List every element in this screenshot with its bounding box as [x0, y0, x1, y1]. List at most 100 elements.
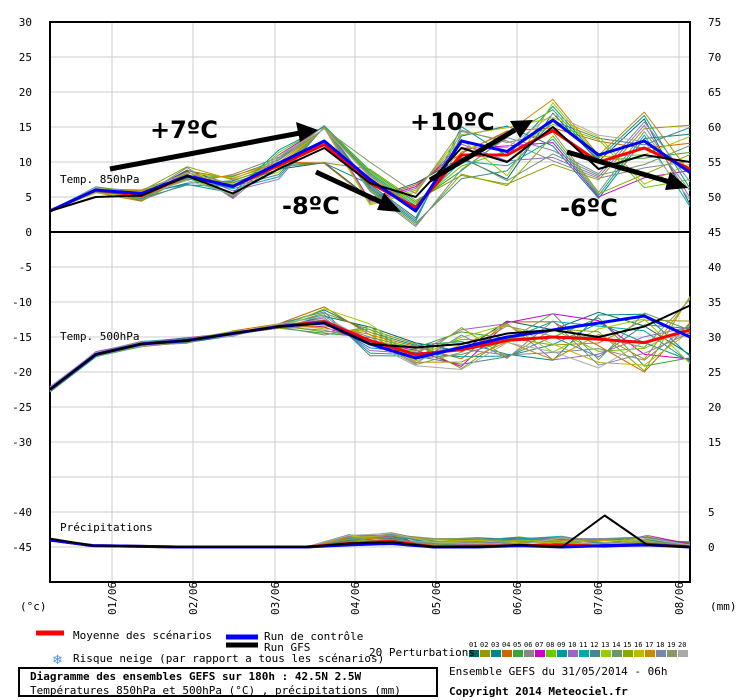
- tick-label: -15: [12, 331, 32, 344]
- x-tick-label: 04/06: [349, 582, 362, 615]
- tick-label: 10: [19, 156, 32, 169]
- legend-gfs-label: Run GFS: [264, 641, 311, 654]
- tick-label: 20: [708, 401, 721, 414]
- perturbation-swatch: [612, 650, 622, 657]
- x-tick-label: 08/06: [673, 582, 686, 615]
- tick-label: -10: [12, 296, 32, 309]
- perturbation-id: 17: [645, 641, 653, 649]
- perturbation-swatch: [535, 650, 545, 657]
- tick-label: 0: [25, 226, 32, 239]
- chart-title: Diagramme des ensembles GEFS sur 180h : …: [30, 670, 362, 683]
- unit-left: (°c): [20, 600, 47, 613]
- perturbation-swatch: [579, 650, 589, 657]
- perturbation-swatch: [524, 650, 534, 657]
- annotation-arrows: [109, 120, 688, 212]
- perturbation-legend: 01 02 03 04 05 06 07 08 09 10 11 12 13 14 15 16 17 18 19 20: [469, 641, 688, 657]
- tick-label: 45: [708, 226, 721, 239]
- tick-label: 5: [708, 506, 715, 519]
- perturbation-id: 09: [557, 641, 565, 649]
- perturbation-swatch: [480, 650, 490, 657]
- tick-label: 35: [708, 296, 721, 309]
- perturbation-swatch: [667, 650, 677, 657]
- perturbation-swatch: [634, 650, 644, 657]
- panel-label-500: Temp. 500hPa: [60, 330, 139, 343]
- perturbation-swatch: [590, 650, 600, 657]
- x-tick-label: 06/06: [511, 582, 524, 615]
- perturbation-swatch: [502, 650, 512, 657]
- legend-snow-label: Risque neige (par rapport a tous les scé…: [73, 652, 385, 665]
- tick-label: 65: [708, 86, 721, 99]
- perturbation-id: 03: [491, 641, 499, 649]
- tick-label: -30: [12, 436, 32, 449]
- tick-label: 55: [708, 156, 721, 169]
- perturbation-swatch: [546, 650, 556, 657]
- perturbation-line: [49, 128, 691, 212]
- tick-label: -5: [19, 261, 32, 274]
- tick-label: 40: [708, 261, 721, 274]
- snowflake-icon: ❄: [52, 653, 63, 668]
- perturbation-line: [49, 127, 691, 212]
- tick-label: -20: [12, 366, 32, 379]
- tick-label: 15: [708, 436, 721, 449]
- perturbation-line: [49, 102, 691, 212]
- tick-label: -40: [12, 506, 32, 519]
- perturbation-swatch: [557, 650, 567, 657]
- series-gfs-precip: [49, 514, 691, 548]
- copyright: Copyright 2014 Meteociel.fr: [449, 685, 628, 698]
- perturbation-id: 08: [546, 641, 554, 649]
- perturbation-id: 19: [667, 641, 675, 649]
- perturbation-line: [49, 127, 691, 226]
- perturbation-line: [49, 316, 691, 388]
- panel-label-precip: Précipitations: [60, 521, 153, 534]
- perturbation-id: 18: [656, 641, 664, 649]
- x-tick-label: 02/06: [187, 582, 200, 615]
- perturbation-swatch: [568, 650, 578, 657]
- annotation-minus6: -6ºC: [560, 194, 618, 222]
- tick-label: 75: [708, 16, 721, 29]
- tick-label: -25: [12, 401, 32, 414]
- plot-frame: [49, 21, 691, 583]
- unit-right: (mm): [710, 600, 737, 613]
- tick-label: -45: [12, 541, 32, 554]
- series-control-850: [49, 118, 691, 213]
- perturbation-swatch: [656, 650, 666, 657]
- tick-label: 25: [19, 51, 32, 64]
- perturbation-id: 16: [634, 641, 642, 649]
- tick-label: 70: [708, 51, 721, 64]
- perturbation-id: 11: [579, 641, 587, 649]
- perturbation-swatch: [491, 650, 501, 657]
- perturbation-id: 05: [513, 641, 521, 649]
- tick-label: 0: [708, 541, 715, 554]
- perturbation-swatch: [623, 650, 633, 657]
- panel-label-850: Temp. 850hPa: [60, 173, 139, 186]
- tick-label: 5: [25, 191, 32, 204]
- tick-label: 60: [708, 121, 721, 134]
- tick-label: 15: [19, 121, 32, 134]
- perturbation-id: 20: [678, 641, 686, 649]
- x-tick-label: 05/06: [430, 582, 443, 615]
- perturbation-id: 07: [535, 641, 543, 649]
- title-box: Diagramme des ensembles GEFS sur 180h : …: [18, 667, 438, 697]
- annotation-minus8: -8ºC: [282, 192, 340, 220]
- tick-label: 30: [19, 16, 32, 29]
- perturbation-swatch: [601, 650, 611, 657]
- annotation-plus7: +7ºC: [150, 116, 218, 144]
- perturbation-id: 12: [590, 641, 598, 649]
- perturbation-line: [49, 320, 691, 390]
- perturbation-id: 14: [612, 641, 620, 649]
- grid: [49, 21, 691, 583]
- series-gfs-500: [49, 304, 691, 391]
- perturbation-swatch: [469, 650, 479, 657]
- perturbation-line: [49, 123, 691, 212]
- tick-label: 50: [708, 191, 721, 204]
- annotation-plus10: +10ºC: [410, 108, 495, 136]
- perturbation-id: 15: [623, 641, 631, 649]
- perturbation-line: [49, 120, 691, 224]
- perturbation-id: 13: [601, 641, 609, 649]
- chart-subtitle: Températures 850hPa et 500hPa (°C) , pré…: [30, 684, 401, 697]
- tick-label: 30: [708, 331, 721, 344]
- legend-perturbations-label: 20 Perturbations: [369, 646, 475, 659]
- legend-mean-label: Moyenne des scénarios: [73, 629, 213, 642]
- x-tick-label: 01/06: [106, 582, 119, 615]
